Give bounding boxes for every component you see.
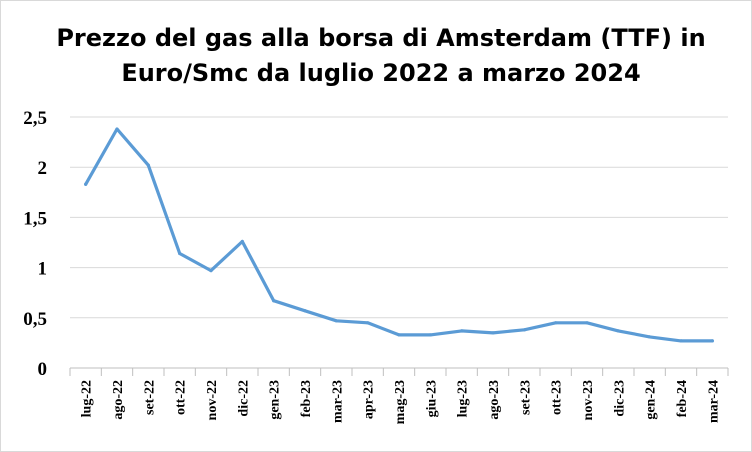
chart-title-line-2: Euro/Smc da luglio 2022 a marzo 2024 — [121, 59, 641, 87]
y-tick-label: 0,5 — [23, 309, 47, 330]
x-tick-label: gen-24 — [644, 380, 659, 420]
x-tick-label: set-22 — [142, 380, 157, 415]
chart-title: Prezzo del gas alla borsa di Amsterdam (… — [41, 21, 721, 91]
data-point — [554, 321, 558, 325]
data-point — [115, 127, 119, 131]
data-point — [616, 329, 620, 333]
series-polyline — [84, 127, 714, 343]
y-tick-label: 1 — [38, 259, 48, 280]
x-tick-label: ago-22 — [111, 380, 126, 420]
data-point — [334, 319, 338, 323]
x-tick-label: ago-23 — [487, 380, 502, 420]
data-point — [397, 333, 401, 337]
x-axis-ticks: lug-22 ago-22 set-22 ott-22 nov-22 dic-22 gen-… — [80, 380, 722, 424]
data-point — [648, 335, 652, 339]
data-point — [178, 251, 182, 256]
data-point — [146, 163, 150, 167]
x-tick-label: lug-22 — [80, 380, 95, 417]
x-tick-label: giu-23 — [424, 380, 439, 417]
data-point — [209, 269, 213, 273]
data-point — [428, 333, 432, 337]
y-tick-label: 1,5 — [23, 208, 47, 229]
x-tick-label: dic-23 — [612, 380, 627, 417]
data-point — [460, 329, 464, 333]
x-tick-label: ott-23 — [550, 380, 565, 415]
y-tick-label: 2 — [38, 158, 48, 179]
x-tick-label: mar-23 — [330, 380, 345, 423]
x-tick-label: nov-23 — [581, 380, 596, 420]
data-point — [303, 309, 307, 313]
x-tick-label: mag-23 — [393, 380, 408, 424]
x-tick-label: set-23 — [518, 380, 533, 415]
data-point — [272, 299, 276, 303]
gridlines — [70, 116, 728, 319]
y-tick-label: 2,5 — [23, 108, 47, 129]
y-axis-ticks: 0 0,5 1 1,5 2 2,5 — [23, 108, 47, 380]
x-axis — [69, 367, 729, 376]
x-tick-label: nov-22 — [205, 380, 220, 420]
data-point — [84, 182, 88, 186]
data-point — [522, 328, 526, 332]
series-line — [84, 127, 714, 343]
y-tick-label: 0 — [38, 359, 48, 380]
x-tick-label: apr-23 — [362, 380, 377, 419]
data-point — [240, 239, 244, 244]
data-point — [491, 331, 495, 335]
x-tick-label: gen-23 — [268, 380, 283, 420]
x-tick-label: ott-22 — [174, 380, 189, 415]
chart-title-line-1: Prezzo del gas alla borsa di Amsterdam (… — [56, 24, 706, 52]
data-point — [585, 321, 589, 325]
x-tick-label: lug-23 — [456, 380, 471, 417]
x-tick-label: mar-24 — [706, 380, 721, 423]
x-tick-label: dic-22 — [236, 380, 251, 417]
x-tick-label: feb-24 — [675, 380, 690, 417]
x-tick-label: feb-23 — [299, 380, 314, 417]
data-point — [679, 339, 683, 343]
data-point — [710, 339, 714, 343]
data-point — [366, 321, 370, 325]
